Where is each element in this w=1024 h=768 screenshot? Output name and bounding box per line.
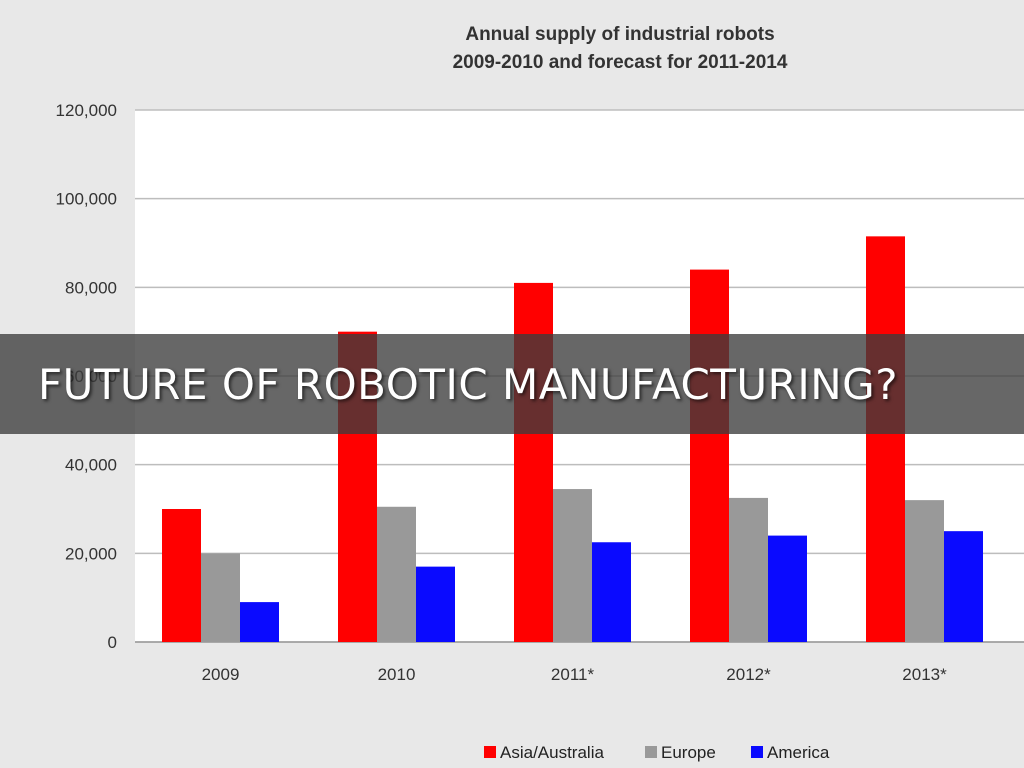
bar-europe-2013 [905, 500, 944, 642]
bar-america-2009 [240, 602, 279, 642]
legend-label: America [767, 743, 830, 762]
legend-label: Asia/Australia [500, 743, 604, 762]
x-axis-categories: 2009 2010 2011* 2012* 2013* [202, 665, 948, 684]
bar-america-2011 [592, 542, 631, 642]
x-category-label: 2011* [551, 665, 595, 684]
legend-swatch [645, 746, 657, 758]
bar-europe-2010 [377, 506, 416, 642]
overlay-banner: FUTURE OF ROBOTIC MANUFACTURING? [0, 334, 1024, 434]
x-category-label: 2013* [902, 665, 947, 684]
x-category-label: 2009 [202, 665, 240, 684]
bar-asia-australia-2012 [690, 269, 729, 642]
overlay-heading: FUTURE OF ROBOTIC MANUFACTURING? [38, 359, 898, 409]
y-tick-label: 80,000 [65, 278, 117, 297]
bar-asia-australia-2009 [162, 509, 201, 642]
y-tick-label: 40,000 [65, 456, 117, 475]
x-category-label: 2010 [378, 665, 416, 684]
bar-europe-2009 [201, 553, 240, 642]
legend-label: Europe [661, 743, 716, 762]
y-tick-label: 100,000 [56, 190, 117, 209]
y-tick-label: 0 [108, 633, 117, 652]
bar-europe-2011 [553, 489, 592, 642]
bar-america-2013 [944, 531, 983, 642]
chart-subtitle: 2009-2010 and forecast for 2011-2014 [452, 52, 788, 73]
bar-europe-2012 [729, 497, 768, 642]
legend-swatch [751, 746, 763, 758]
legend-swatch [484, 746, 496, 758]
y-tick-label: 20,000 [65, 544, 117, 563]
y-tick-label: 120,000 [56, 101, 117, 120]
bar-america-2012 [768, 535, 807, 642]
chart-title: Annual supply of industrial robots [465, 24, 775, 45]
bar-asia-australia-2013 [866, 236, 905, 642]
legend: Asia/Australia Europe America [484, 743, 830, 762]
bar-america-2010 [416, 566, 455, 642]
x-category-label: 2012* [726, 665, 771, 684]
